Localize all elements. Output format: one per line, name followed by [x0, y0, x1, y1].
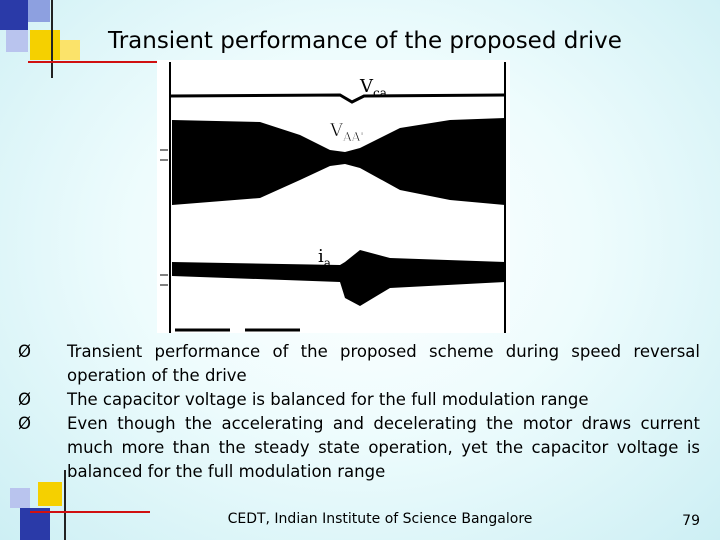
- bullet-list: Ø Transient performance of the proposed s…: [18, 340, 700, 484]
- slide-title: Transient performance of the proposed dr…: [108, 28, 622, 54]
- bullet: Ø Even though the accelerating and decele…: [18, 414, 700, 481]
- figure-label: Vca: [359, 76, 387, 100]
- bullet: Ø The capacitor voltage is balanced for t…: [18, 390, 589, 409]
- figure-label: VAA': [329, 120, 364, 144]
- bullet: Ø Transient performance of the proposed s…: [18, 342, 700, 385]
- footer-text: CEDT, Indian Institute of Science Bangal…: [227, 511, 533, 527]
- figure-label: ia: [318, 246, 331, 270]
- page-number: 79: [682, 513, 700, 529]
